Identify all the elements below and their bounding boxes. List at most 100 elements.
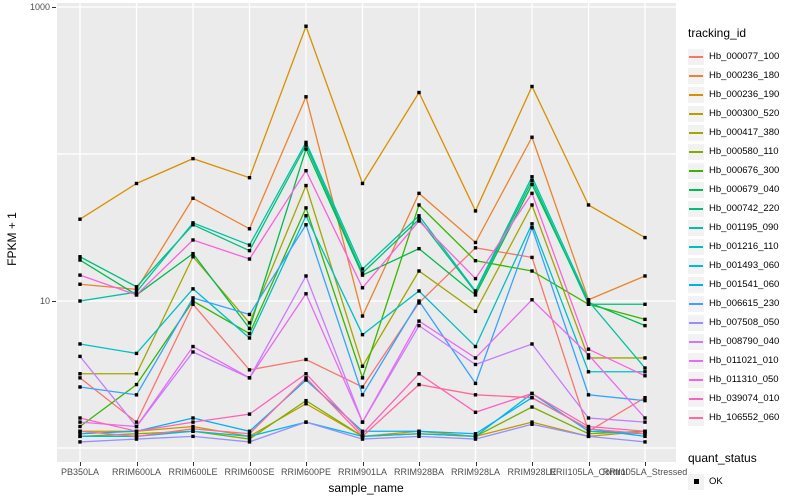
x-tick-label-RRIM600PE: RRIM600PE xyxy=(280,467,332,477)
data-point xyxy=(304,206,308,210)
data-point xyxy=(643,434,647,439)
legend-entry-Hb_000417_380: Hb_000417_380 xyxy=(688,123,800,142)
legend-key-swatch xyxy=(688,124,704,141)
data-point xyxy=(191,156,195,161)
data-point xyxy=(586,393,591,397)
data-point xyxy=(134,382,139,387)
data-point xyxy=(191,420,195,424)
data-point xyxy=(586,429,591,433)
legend-entry-Hb_039074_010: Hb_039074_010 xyxy=(688,389,800,408)
data-point xyxy=(360,393,365,397)
data-point xyxy=(304,376,308,380)
legend-line-icon xyxy=(689,245,703,248)
data-point xyxy=(473,434,478,439)
black-square-point-icon xyxy=(693,479,699,484)
y-tick-label: 1000 xyxy=(29,1,50,12)
data-point xyxy=(304,420,308,424)
data-point xyxy=(530,84,534,89)
data-point xyxy=(586,299,591,303)
data-point xyxy=(643,317,647,322)
data-point xyxy=(247,227,252,231)
legend-key-swatch xyxy=(688,162,704,179)
data-point xyxy=(417,214,421,218)
y-tick-mark xyxy=(52,6,56,8)
x-tick-label-RRII105LA_Control: RRII105LA_Control xyxy=(549,467,628,477)
x-tick-label-RRIM928LE: RRIM928LE xyxy=(507,467,557,477)
data-point xyxy=(417,191,421,196)
data-point xyxy=(247,243,252,247)
legend-line-icon xyxy=(689,378,703,381)
legend-entry-Hb_000300_520: Hb_000300_520 xyxy=(688,104,800,123)
legend-key-swatch xyxy=(688,67,704,84)
data-point xyxy=(134,437,139,441)
data-point xyxy=(417,269,421,273)
data-point xyxy=(247,440,252,444)
data-point xyxy=(191,255,195,259)
legend-label: Hb_001493_060 xyxy=(709,260,780,271)
legend-label: Hb_008790_040 xyxy=(709,336,780,347)
legend: tracking_id Hb_000077_100 Hb_000236_180 Hb… xyxy=(688,26,800,491)
data-point xyxy=(360,437,365,441)
legend-key-swatch xyxy=(688,86,704,103)
data-point xyxy=(191,429,195,433)
data-point xyxy=(247,434,252,439)
data-point xyxy=(134,393,139,397)
data-point xyxy=(78,372,82,376)
data-point xyxy=(360,385,365,389)
data-point xyxy=(586,416,591,420)
legend-entry-Hb_000236_190: Hb_000236_190 xyxy=(688,85,800,104)
legend-label: Hb_000679_040 xyxy=(709,184,780,195)
x-tick-mark xyxy=(80,462,81,466)
legend-label: Hb_006615_230 xyxy=(709,298,780,309)
data-point xyxy=(473,309,478,314)
data-point xyxy=(191,302,195,306)
data-point xyxy=(247,437,252,441)
data-point xyxy=(473,432,478,436)
legend-line-icon xyxy=(689,188,703,191)
legend-entry-Hb_000742_220: Hb_000742_220 xyxy=(688,199,800,218)
legend-key-swatch xyxy=(688,295,704,312)
legend-entry-Hb_001216_110: Hb_001216_110 xyxy=(688,237,800,256)
legend-line-icon xyxy=(689,55,703,58)
x-tick-mark xyxy=(588,462,590,466)
legend-label: Hb_007508_050 xyxy=(709,317,780,328)
data-point xyxy=(586,353,591,357)
data-point xyxy=(78,429,82,433)
data-point xyxy=(247,429,252,433)
data-point xyxy=(304,143,308,147)
legend-line-icon xyxy=(689,150,703,153)
data-point xyxy=(191,221,195,225)
data-point xyxy=(78,354,82,359)
legend-line-icon xyxy=(689,169,703,172)
data-point xyxy=(247,331,252,336)
data-point xyxy=(360,273,365,277)
data-point xyxy=(643,429,647,433)
data-point xyxy=(78,255,82,259)
data-point xyxy=(247,336,252,340)
data-point xyxy=(417,301,421,305)
data-point xyxy=(304,274,308,278)
data-point xyxy=(530,178,534,183)
quant-status-ok-key xyxy=(688,473,704,490)
data-point xyxy=(530,135,534,139)
data-point xyxy=(191,427,195,431)
plot-panel xyxy=(57,3,676,462)
data-point xyxy=(530,422,534,426)
data-point xyxy=(78,440,82,444)
data-point xyxy=(191,350,195,354)
data-point xyxy=(530,191,534,196)
data-point xyxy=(78,434,82,439)
x-tick-mark xyxy=(193,462,194,466)
legend-line-icon xyxy=(689,74,703,77)
data-point xyxy=(530,420,534,424)
x-tick-mark xyxy=(362,462,364,466)
quant-status-legend: quant_status OK xyxy=(688,451,800,491)
data-point xyxy=(360,267,365,271)
data-point xyxy=(134,351,139,356)
data-point xyxy=(78,424,82,429)
legend-title-tracking-id: tracking_id xyxy=(688,26,747,40)
data-point xyxy=(530,405,534,409)
data-point xyxy=(191,416,195,420)
legend-entry-Hb_001541_060: Hb_001541_060 xyxy=(688,275,800,294)
